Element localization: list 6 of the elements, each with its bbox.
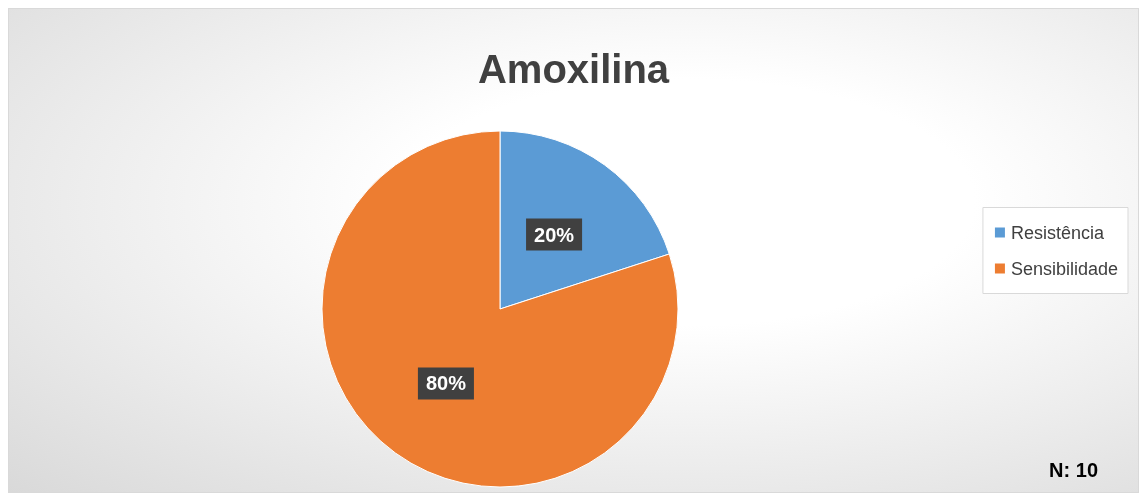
legend-label: Sensibilidade (1010, 258, 1118, 279)
data-label: 20% (534, 223, 575, 246)
legend-label: Resistência (1010, 222, 1105, 243)
text: N: 10 (1049, 459, 1098, 481)
chart-title: Amoxilina (477, 47, 670, 91)
data-label: 80% (425, 372, 467, 395)
